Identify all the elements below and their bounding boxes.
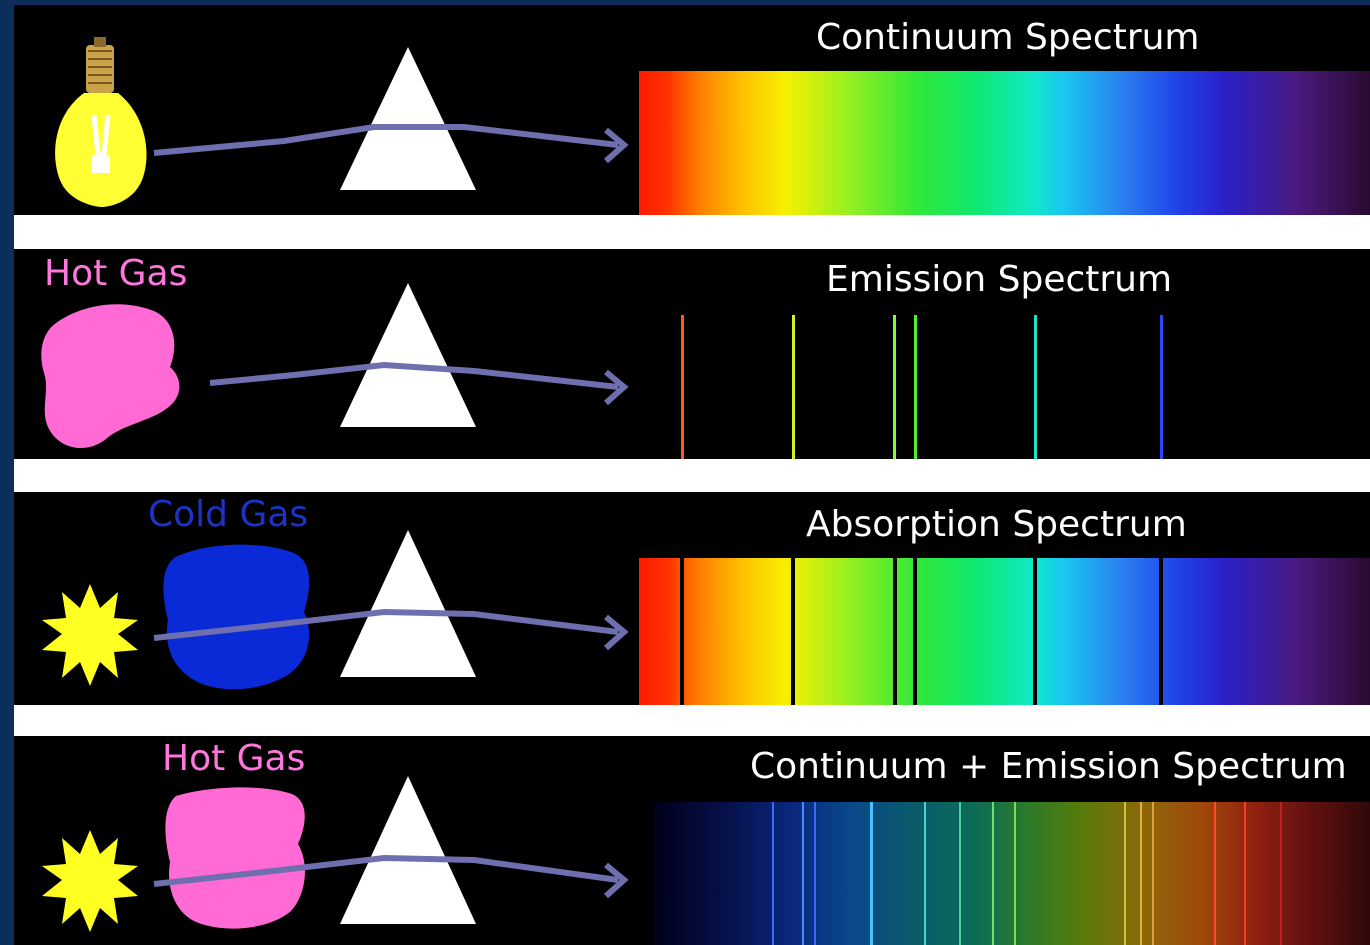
prism-icon xyxy=(340,283,476,427)
emission-spectrum xyxy=(639,315,1370,459)
absorption-line xyxy=(791,558,795,705)
absorption-title: Absorption Spectrum xyxy=(806,504,1187,545)
emission-line xyxy=(959,802,961,945)
emission-line xyxy=(1014,802,1016,945)
hot-gas-cloud xyxy=(165,787,305,929)
emission-line xyxy=(1152,802,1154,945)
light-bulb-icon xyxy=(55,37,147,207)
emission-line xyxy=(814,802,816,945)
separator xyxy=(14,705,1370,736)
cold-gas-cloud xyxy=(163,544,310,690)
absorption-panel-graphics xyxy=(42,530,629,690)
continuum-emission-panel-graphics xyxy=(42,776,629,932)
prism-icon xyxy=(340,776,476,924)
emission-panel-graphics xyxy=(41,283,629,449)
emission-line-green-1 xyxy=(893,315,896,459)
emission-line-red xyxy=(681,315,684,459)
emission-line-green-2 xyxy=(914,315,917,459)
emission-line xyxy=(772,802,774,945)
absorption-line xyxy=(680,558,684,705)
emission-line xyxy=(1124,802,1126,945)
absorption-line xyxy=(893,558,897,705)
prism-icon xyxy=(340,530,476,677)
continuum-emission-spectrum xyxy=(654,802,1370,945)
separator xyxy=(14,459,1370,492)
emission-line xyxy=(1140,802,1142,945)
emission-panel: Hot Gas Emission Spectrum xyxy=(14,249,1370,459)
emission-line-cyan xyxy=(1034,315,1037,459)
emission-line xyxy=(802,802,804,945)
continuum-title: Continuum Spectrum xyxy=(816,17,1200,58)
emission-line xyxy=(992,802,994,945)
emission-line xyxy=(1214,802,1216,945)
light-beam xyxy=(209,361,629,406)
light-beam xyxy=(153,124,629,164)
star-icon xyxy=(42,830,138,932)
emission-line-yellow xyxy=(792,315,795,459)
emission-line xyxy=(1244,802,1246,945)
continuum-emission-panel: Hot Gas Continuum + Emission Spectrum xyxy=(14,736,1370,945)
absorption-line xyxy=(913,558,917,705)
emission-title: Emission Spectrum xyxy=(826,259,1173,300)
light-beam xyxy=(153,854,629,899)
emission-line-blue xyxy=(1160,315,1163,459)
continuum-panel-graphics xyxy=(55,37,629,207)
emission-line xyxy=(924,802,926,945)
continuum-emission-title: Continuum + Emission Spectrum xyxy=(750,746,1347,787)
continuum-spectrum xyxy=(639,71,1370,215)
hot-gas-cloud xyxy=(41,304,180,449)
hot-gas-label: Hot Gas xyxy=(44,253,188,294)
star-icon xyxy=(42,584,138,686)
cold-gas-label: Cold Gas xyxy=(148,494,309,535)
hot-gas-label: Hot Gas xyxy=(162,738,306,779)
prism-icon xyxy=(340,47,476,190)
absorption-line xyxy=(1033,558,1037,705)
emission-line xyxy=(870,802,873,945)
absorption-spectrum xyxy=(639,558,1370,705)
emission-line xyxy=(1280,802,1282,945)
absorption-panel: Cold Gas Absorption Spectrum xyxy=(14,492,1370,705)
absorption-line xyxy=(1159,558,1163,705)
light-beam xyxy=(153,608,629,651)
continuum-panel: Continuum Spectrum xyxy=(14,5,1370,215)
separator xyxy=(14,215,1370,249)
